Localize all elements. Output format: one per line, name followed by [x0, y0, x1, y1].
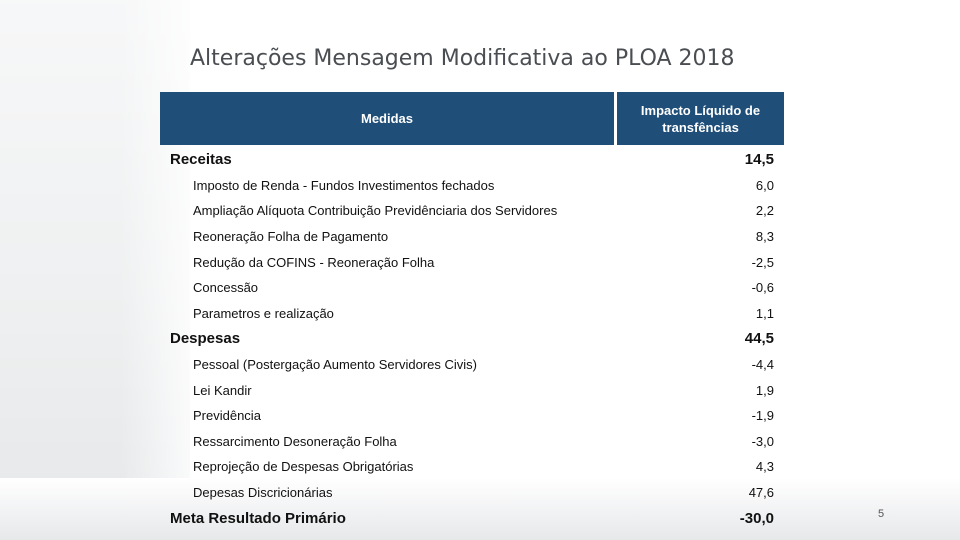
row-label: Redução da COFINS - Reoneração Folha: [193, 254, 435, 270]
row-value: 44,5: [744, 330, 774, 348]
row-value: 14,5: [744, 151, 774, 169]
row-value: 4,3: [755, 459, 774, 475]
row-label: Previdência: [193, 408, 261, 424]
row-label: Meta Resultado Primário: [170, 509, 346, 527]
row-label: Imposto de Renda - Fundos Investimentos …: [193, 177, 495, 193]
table-row: Reprojeção de Despesas Obrigatórias 4,3: [160, 454, 784, 480]
table-row: Redução da COFINS - Reoneração Folha -2,5: [160, 249, 784, 275]
row-value: 8,3: [755, 229, 774, 245]
row-label: Ressarcimento Desoneração Folha: [193, 433, 397, 449]
row-value: 1,1: [755, 305, 774, 321]
table-row: Depesas Discricionárias 47,6: [160, 480, 784, 506]
row-value: -0,6: [751, 280, 774, 296]
row-value: 2,2: [755, 203, 774, 219]
header-medidas: Medidas: [160, 92, 614, 145]
row-value: -2,5: [751, 254, 774, 270]
table-row: Concessão -0,6: [160, 275, 784, 301]
row-label: Receitas: [170, 151, 232, 169]
row-value: -3,0: [751, 433, 774, 449]
table-row: Ampliação Alíquota Contribuição Previdên…: [160, 198, 784, 224]
row-label: Reoneração Folha de Pagamento: [193, 229, 389, 245]
background-texture-bottom: [0, 478, 960, 540]
page-number: 5: [878, 508, 885, 520]
row-value: 6,0: [755, 177, 774, 193]
table-row: Ressarcimento Desoneração Folha -3,0: [160, 429, 784, 455]
table-section-row: Receitas 14,5: [160, 147, 784, 173]
table-row: Reoneração Folha de Pagamento 8,3: [160, 224, 784, 250]
row-label: Concessão: [193, 280, 259, 296]
table-section-row: Meta Resultado Primário -30,0: [160, 505, 784, 531]
row-value: -1,9: [751, 408, 774, 424]
table-row: Lei Kandir 1,9: [160, 377, 784, 403]
table-section-row: Despesas 44,5: [160, 326, 784, 352]
row-label: Despesas: [170, 330, 241, 348]
table-row: Previdência -1,9: [160, 403, 784, 429]
header-impacto: Impacto Líquido de transfências: [617, 92, 784, 145]
row-label: Pessoal (Postergação Aumento Servidores …: [193, 357, 477, 373]
table-body: Receitas 14,5 Imposto de Renda - Fundos In…: [160, 147, 784, 531]
row-label: Lei Kandir: [193, 382, 252, 398]
row-label: Depesas Discricionárias: [193, 485, 333, 501]
table-row: Pessoal (Postergação Aumento Servidores …: [160, 352, 784, 378]
measures-table: Medidas Impacto Líquido de transfências …: [160, 92, 784, 531]
table-header: Medidas Impacto Líquido de transfências: [160, 92, 784, 145]
row-value: 47,6: [748, 485, 774, 501]
table-row: Imposto de Renda - Fundos Investimentos …: [160, 173, 784, 199]
row-value: 1,9: [755, 382, 774, 398]
row-label: Reprojeção de Despesas Obrigatórias: [193, 459, 414, 475]
table-row: Parametros e realização 1,1: [160, 301, 784, 327]
row-value: -4,4: [751, 357, 774, 373]
row-label: Parametros e realização: [193, 305, 334, 321]
row-label: Ampliação Alíquota Contribuição Previdên…: [193, 203, 558, 219]
background-fade: [120, 0, 210, 540]
row-value: -30,0: [739, 509, 774, 527]
slide-title: Alterações Mensagem Modificativa ao PLOA…: [190, 46, 735, 71]
